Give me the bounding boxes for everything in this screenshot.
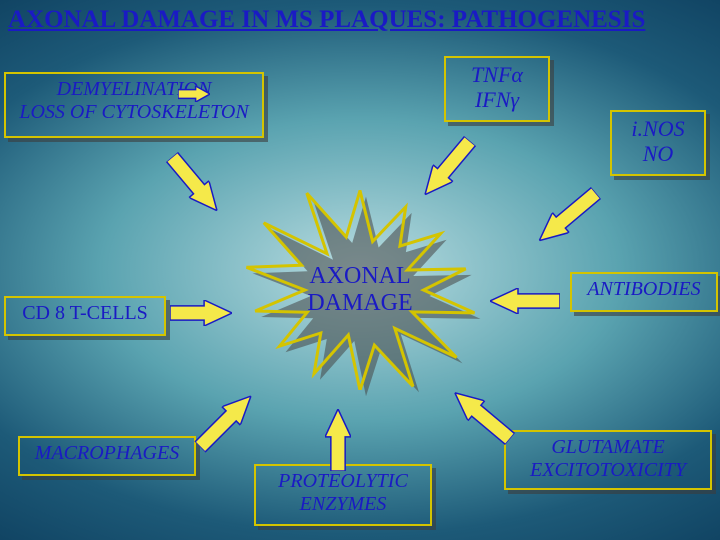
page-title-text: AXONAL DAMAGE IN MS PLAQUES: PATHOGENESI…	[8, 6, 645, 33]
factor-box-line: DEMYELINATION	[14, 78, 254, 101]
factor-box-label: TNFαIFNγ	[454, 62, 540, 113]
factor-box-line: IFNγ	[454, 87, 540, 112]
factor-box-cd8: CD 8 T-CELLS	[4, 296, 166, 336]
factor-box-line: EXCITOTOXICITY	[514, 459, 702, 482]
factor-box-line: MACROPHAGES	[28, 442, 186, 465]
factor-box-line: ENZYMES	[264, 493, 422, 516]
page-title: AXONAL DAMAGE IN MS PLAQUES: PATHOGENESI…	[8, 6, 720, 34]
factor-box-line: ANTIBODIES	[580, 278, 708, 301]
factor-box-line: GLUTAMATE	[514, 436, 702, 459]
factor-box-label: i.NOSNO	[620, 116, 696, 167]
factor-box-line: LOSS OF CYTOSKELETON	[14, 101, 254, 124]
central-starburst: AXONAL DAMAGE	[240, 190, 480, 390]
factor-box-line: i.NOS	[620, 116, 696, 141]
factor-box-label: DEMYELINATIONLOSS OF CYTOSKELETON	[14, 78, 254, 124]
factor-box-line: CD 8 T-CELLS	[14, 302, 156, 325]
central-label-line1: AXONAL	[307, 263, 412, 290]
factor-box-label: PROTEOLYTICENZYMES	[264, 470, 422, 516]
factor-box-inos: i.NOSNO	[610, 110, 706, 176]
arrow-cd8	[170, 300, 232, 326]
factor-box-label: MACROPHAGES	[28, 442, 186, 465]
factor-box-glutamate: GLUTAMATEEXCITOTOXICITY	[504, 430, 712, 490]
factor-box-label: GLUTAMATEEXCITOTOXICITY	[514, 436, 702, 482]
factor-box-antibodies: ANTIBODIES	[570, 272, 718, 312]
factor-box-label: ANTIBODIES	[580, 278, 708, 301]
factor-box-tnf: TNFαIFNγ	[444, 56, 550, 122]
factor-box-proteolytic: PROTEOLYTICENZYMES	[254, 464, 432, 526]
arrow-demyelination-internal	[178, 86, 210, 102]
central-label-line2: DAMAGE	[307, 290, 412, 317]
arrow-antibodies	[490, 288, 560, 314]
factor-box-label: CD 8 T-CELLS	[14, 302, 156, 325]
factor-box-line: TNFα	[454, 62, 540, 87]
factor-box-line: NO	[620, 141, 696, 166]
factor-box-demyelination: DEMYELINATIONLOSS OF CYTOSKELETON	[4, 72, 264, 138]
central-label: AXONAL DAMAGE	[307, 263, 412, 317]
factor-box-line: PROTEOLYTIC	[264, 470, 422, 493]
factor-box-macrophages: MACROPHAGES	[18, 436, 196, 476]
arrow-proteolytic	[325, 409, 351, 471]
